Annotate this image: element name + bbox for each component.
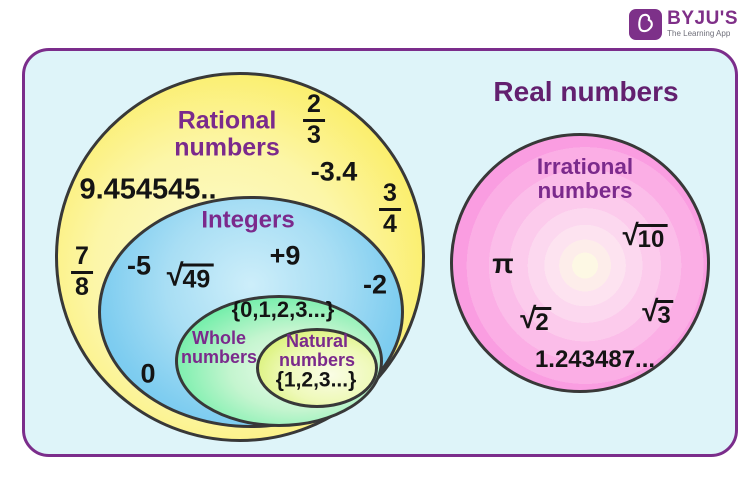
fraction-numerator: 3 xyxy=(379,180,401,211)
value-zero: 0 xyxy=(140,358,156,389)
value-repeating-decimal: 9.454545.. xyxy=(79,173,217,206)
integers-label: Integers xyxy=(201,206,295,234)
fraction-denominator: 8 xyxy=(75,272,89,301)
value-negative-two: -2 xyxy=(362,269,388,300)
natural-numbers-set: {1,2,3...} xyxy=(275,368,357,392)
byjus-logo-tagline: The Learning App xyxy=(667,29,731,38)
byjus-logo-icon xyxy=(629,9,663,45)
natural-numbers-label: Natural numbers xyxy=(278,330,356,370)
value-positive-nine: +9 xyxy=(269,240,301,271)
value-negative-decimal: -3.4 xyxy=(310,156,358,187)
radical-sign: √ xyxy=(622,219,639,252)
byjus-logo: BYJU'S The Learning App xyxy=(629,9,738,45)
fraction-seven-eighths: 7 8 xyxy=(71,243,93,301)
byjus-logo-name: BYJU'S xyxy=(667,8,738,29)
fraction-two-thirds: 2 3 xyxy=(303,91,325,149)
radical-sign: √ xyxy=(642,295,659,328)
byjus-logo-text: BYJU'S The Learning App xyxy=(667,9,738,38)
irrational-numbers-label: Irrational numbers xyxy=(536,154,634,203)
fraction-three-fourths: 3 4 xyxy=(379,180,401,238)
fraction-denominator: 4 xyxy=(383,209,397,238)
whole-numbers-label: Whole numbers xyxy=(180,327,258,367)
sqrt-two: √ 2 xyxy=(520,302,552,335)
radical-sign: √ xyxy=(166,258,184,293)
fraction-numerator: 2 xyxy=(303,91,325,122)
whole-numbers-set: {0,1,2,3...} xyxy=(231,297,335,322)
fraction-numerator: 7 xyxy=(71,243,93,274)
value-pi: π xyxy=(492,248,514,279)
value-negative-five: -5 xyxy=(126,250,152,281)
sqrt-three: √ 3 xyxy=(642,295,674,328)
sqrt-ten: √ 10 xyxy=(622,219,668,252)
rational-numbers-label: Rational numbers xyxy=(174,106,280,161)
fraction-denominator: 3 xyxy=(307,120,321,149)
real-numbers-title: Real numbers xyxy=(493,76,679,107)
radical-sign: √ xyxy=(520,302,537,335)
natural-numbers-circle xyxy=(256,328,378,408)
irrational-numbers-circle xyxy=(450,133,710,393)
sqrt-fortynine: √ 49 xyxy=(166,258,214,293)
value-non-repeating-decimal: 1.243487... xyxy=(534,346,656,373)
